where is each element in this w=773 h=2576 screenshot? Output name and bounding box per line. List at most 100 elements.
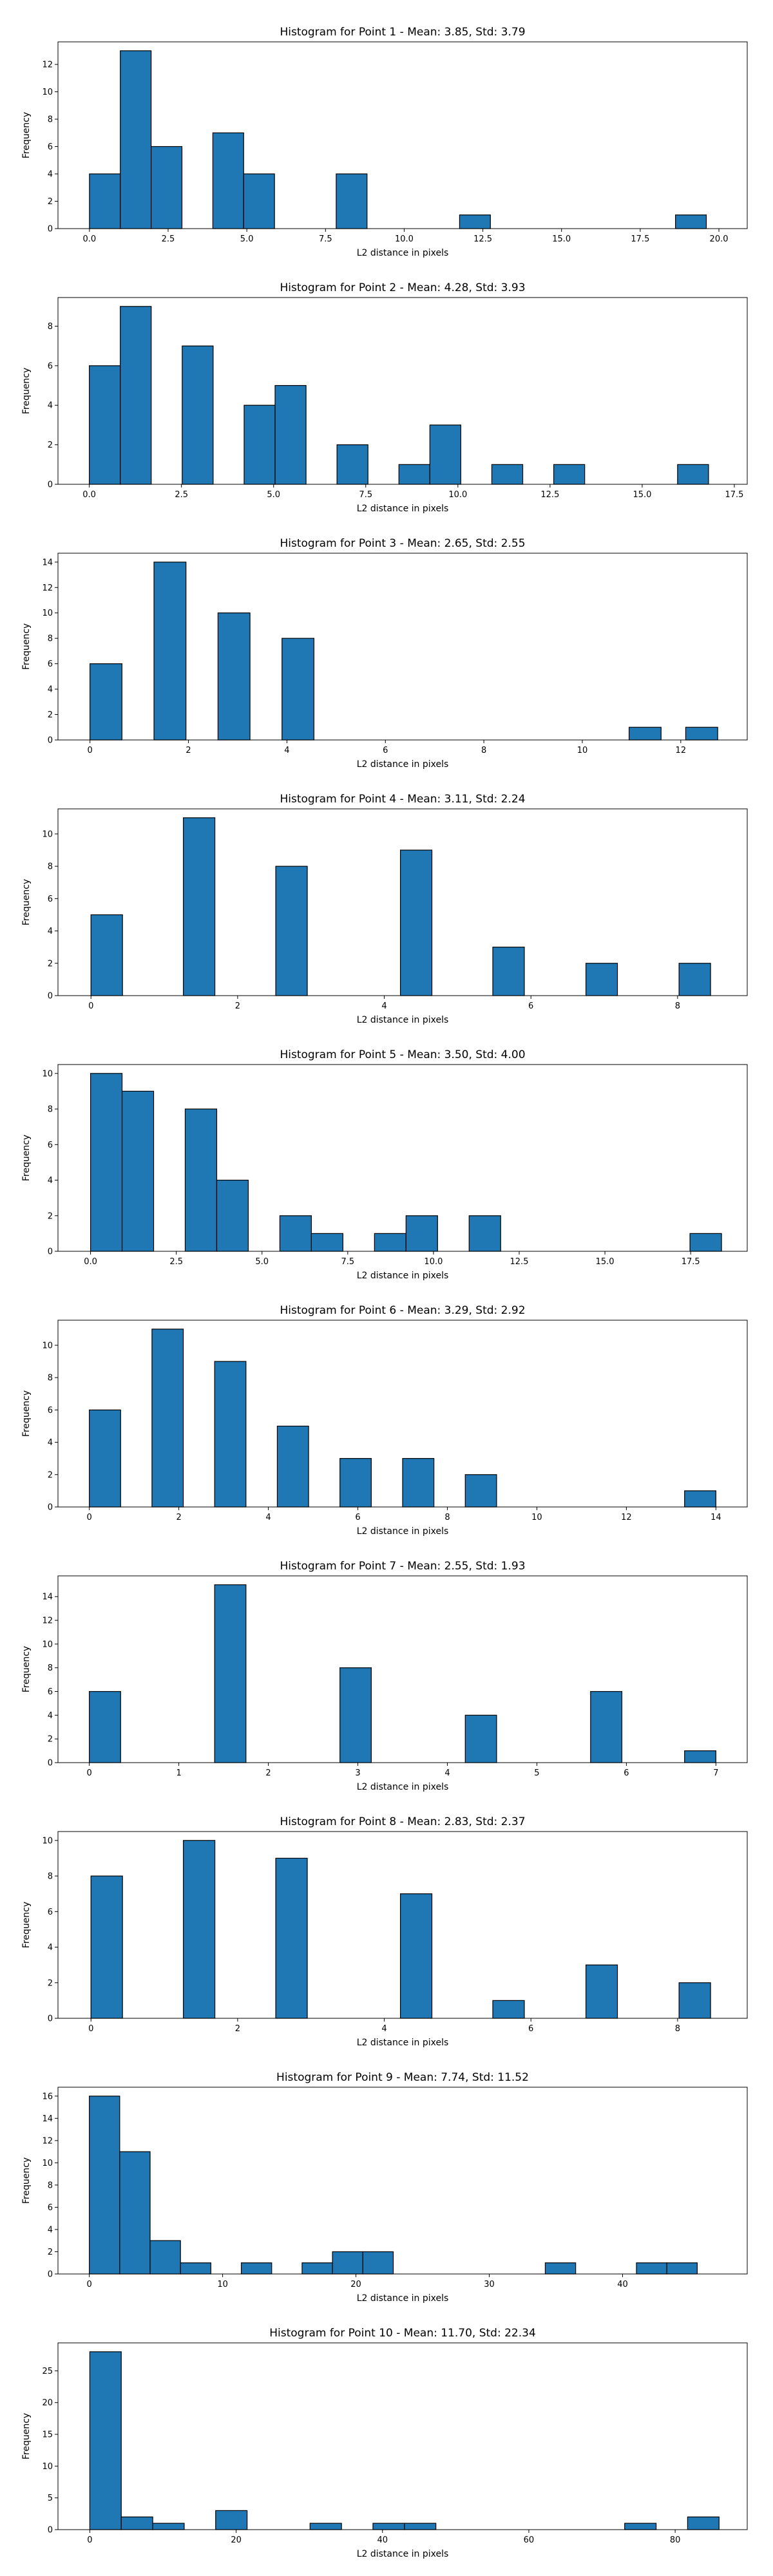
chart-9-axes-frame xyxy=(57,2087,748,2275)
chart-2-ytick-label-5: 8 xyxy=(48,322,53,332)
chart-7-xtick-label-1: 0 xyxy=(86,1768,91,1778)
chart-4-bar-3 xyxy=(275,866,308,996)
chart-9-bar-9 xyxy=(544,2262,577,2275)
chart-7-xtick-label-4: 3 xyxy=(355,1768,360,1778)
chart-4-ytick-label-1: 0 xyxy=(48,992,53,1001)
chart-2-bar-9 xyxy=(491,464,524,485)
chart-4-title: Histogram for Point 4 - Mean: 3.11, Std:… xyxy=(280,793,525,806)
chart-9-bar-3 xyxy=(149,2240,181,2275)
chart-5-xlabel: L2 distance in pixels xyxy=(357,1271,449,1281)
chart-3-ytick-label-5: 8 xyxy=(48,634,53,644)
chart-8-ytick-label-6: 10 xyxy=(42,1836,53,1846)
chart-10-xtick-label-5: 80 xyxy=(670,2535,681,2545)
chart-10-xlabel: L2 distance in pixels xyxy=(357,2549,449,2559)
chart-2-xtick-label-3: 5.0 xyxy=(267,490,280,500)
chart-5-xtick-label-5: 10.0 xyxy=(424,1257,443,1267)
chart-4-ytick-label-5: 8 xyxy=(48,862,53,872)
chart-9-ytick-label-4: 6 xyxy=(48,2203,53,2213)
chart-10-xtick-label-1: 0 xyxy=(87,2535,92,2545)
chart-10-bar-5 xyxy=(309,2523,342,2530)
chart-2-bar-1 xyxy=(89,365,121,485)
chart-6-ylabel: Frequency xyxy=(21,1390,32,1437)
chart-1-bar-6 xyxy=(336,173,368,229)
chart-5-ytick-label-3: 4 xyxy=(48,1176,53,1186)
chart-9-ytick-label-2: 2 xyxy=(48,2248,53,2257)
chart-2-ytick-label-2: 2 xyxy=(48,440,53,450)
chart-3-ytick-label-1: 0 xyxy=(48,736,53,746)
chart-2-ytick-label-4: 6 xyxy=(48,361,53,371)
chart-5-xtick-label-4: 7.5 xyxy=(341,1257,354,1267)
chart-10-ylabel: Frequency xyxy=(21,2413,32,2459)
chart-4-bar-6 xyxy=(585,963,618,996)
chart-7-bar-3 xyxy=(339,1667,372,1763)
chart-5-axes-frame xyxy=(57,1064,748,1252)
chart-10-bar-1 xyxy=(89,2351,122,2530)
chart-5-xtick-label-7: 15.0 xyxy=(596,1257,615,1267)
chart-9-xtick-label-2: 10 xyxy=(217,2280,228,2289)
chart-1-ytick-label-3: 4 xyxy=(48,170,53,180)
chart-2-xtick-label-6: 12.5 xyxy=(540,490,559,500)
chart-9-xtick-label-1: 0 xyxy=(86,2280,91,2289)
chart-5-xtick-label-6: 12.5 xyxy=(510,1257,529,1267)
chart-2-xlabel: L2 distance in pixels xyxy=(357,504,449,514)
chart-1-xtick-label-3: 5.0 xyxy=(240,234,254,244)
chart-5-ylabel: Frequency xyxy=(21,1135,32,1181)
chart-9-bar-7 xyxy=(332,2251,363,2275)
chart-2-xtick-label-7: 15.0 xyxy=(633,490,651,500)
chart-5-ytick-label-5: 8 xyxy=(48,1105,53,1115)
chart-7-ytick-label-6: 10 xyxy=(42,1640,53,1649)
chart-9-bar-10 xyxy=(636,2262,667,2275)
chart-1-xlabel: L2 distance in pixels xyxy=(357,248,449,258)
chart-10-xtick-label-3: 40 xyxy=(377,2535,388,2545)
chart-6-axes-frame xyxy=(57,1320,748,1508)
chart-2-bar-2 xyxy=(120,306,152,485)
chart-1-ylabel: Frequency xyxy=(21,112,32,158)
chart-10-ytick-label-3: 10 xyxy=(42,2462,53,2472)
chart-6-bar-1 xyxy=(89,1409,121,1508)
chart-8-bar-3 xyxy=(275,1857,308,2019)
chart-2-xtick-label-4: 7.5 xyxy=(359,490,372,500)
chart-4-bar-4 xyxy=(399,849,433,996)
chart-10-ytick-label-6: 25 xyxy=(42,2367,53,2376)
chart-5-xtick-label-8: 17.5 xyxy=(682,1257,700,1267)
chart-9-ytick-label-8: 14 xyxy=(42,2114,53,2124)
chart-9-ytick-label-9: 16 xyxy=(42,2092,53,2101)
chart-6-ytick-label-5: 8 xyxy=(48,1374,53,1383)
chart-6-ytick-label-2: 2 xyxy=(48,1470,53,1480)
chart-9-bar-8 xyxy=(362,2251,394,2275)
chart-8-xtick-label-2: 2 xyxy=(235,2024,240,2034)
chart-4-ytick-label-4: 6 xyxy=(48,895,53,904)
chart-2-ytick-label-3: 4 xyxy=(48,401,53,411)
chart-8-ytick-label-5: 8 xyxy=(48,1872,53,1882)
chart-7-xtick-label-8: 7 xyxy=(713,1768,718,1778)
chart-8-bar-7 xyxy=(678,1982,711,2019)
chart-3-ytick-label-8: 14 xyxy=(42,558,53,567)
chart-1-bar-8 xyxy=(675,214,707,229)
chart-10-bar-8 xyxy=(624,2523,657,2530)
chart-4-ylabel: Frequency xyxy=(21,879,32,925)
chart-1-bar-4 xyxy=(212,132,244,229)
chart-7-xlabel: L2 distance in pixels xyxy=(357,1782,449,1792)
chart-9-bar-5 xyxy=(240,2262,272,2275)
chart-4-xlabel: L2 distance in pixels xyxy=(357,1015,449,1025)
chart-10-axes-frame xyxy=(57,2342,748,2530)
chart-1-ytick-label-1: 0 xyxy=(48,225,53,234)
chart-2-bar-5 xyxy=(274,384,307,485)
chart-6-ytick-label-3: 4 xyxy=(48,1438,53,1448)
chart-1-xtick-label-2: 2.5 xyxy=(162,234,175,244)
chart-4-xtick-label-5: 8 xyxy=(675,1001,680,1011)
chart-1-bar-7 xyxy=(459,214,491,229)
chart-1-bar-5 xyxy=(243,173,275,229)
chart-7-bar-6 xyxy=(684,1750,716,1763)
chart-8-xtick-label-3: 4 xyxy=(381,2024,386,2034)
chart-5-bar-7 xyxy=(374,1233,406,1252)
chart-9-xtick-label-3: 20 xyxy=(350,2280,361,2289)
chart-6-bar-2 xyxy=(151,1329,184,1508)
chart-3-bar-3 xyxy=(217,612,251,741)
chart-10-bar-6 xyxy=(372,2523,405,2530)
chart-3-xtick-label-1: 0 xyxy=(88,746,93,755)
chart-4-bar-5 xyxy=(492,947,525,996)
chart-3-bar-4 xyxy=(282,638,315,741)
chart-5-bar-9 xyxy=(468,1215,501,1252)
